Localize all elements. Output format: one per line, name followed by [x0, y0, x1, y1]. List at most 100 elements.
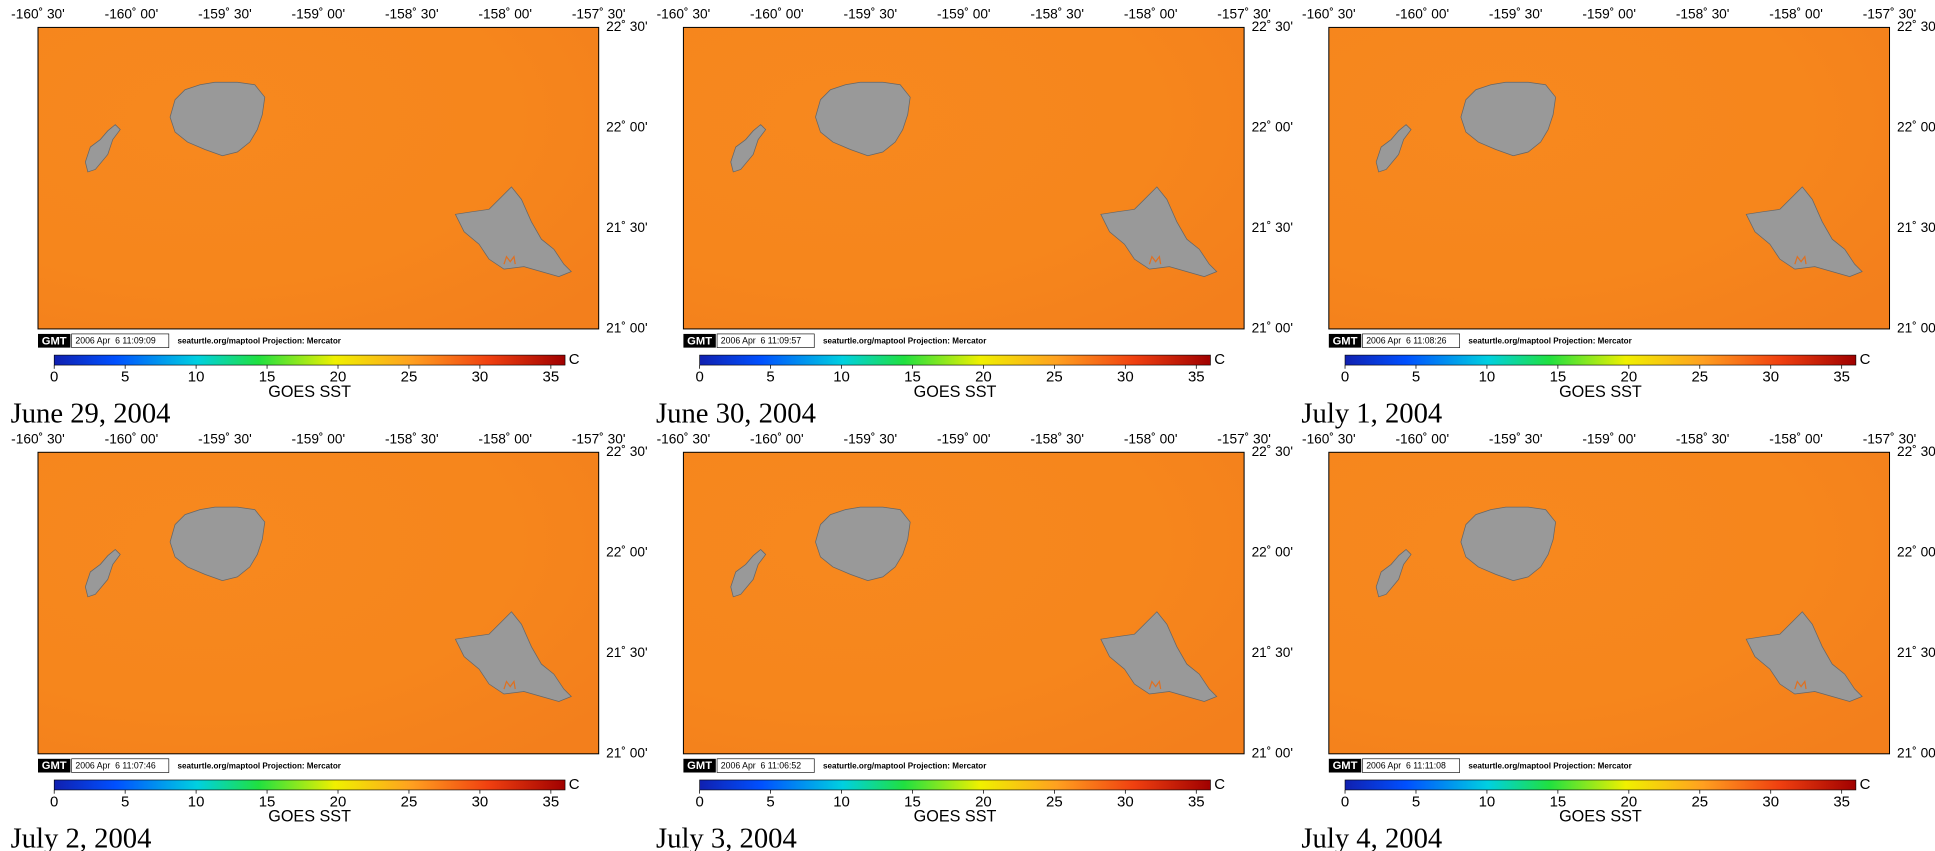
island: [454, 186, 572, 278]
gmt-logo: GMT: [687, 335, 712, 347]
lon-label: -158˚ 00': [1124, 431, 1178, 446]
sea-surface: [682, 451, 1245, 755]
colorbar-tick-label: 10: [188, 793, 205, 810]
colorbar-tick-label: 30: [1117, 793, 1134, 810]
lat-label: 22˚ 30': [606, 444, 647, 459]
colorbar-tick-label: 10: [1479, 793, 1496, 810]
gmt-logo-box: [683, 758, 716, 773]
island: [815, 81, 911, 157]
colorbar-tick-label: 25: [1046, 793, 1063, 810]
map-panel: -160˚ 30' -160˚ 00' -159˚ 30' -159˚ 00' -158…: [11, 7, 648, 430]
lon-label: -158˚ 00': [1124, 7, 1178, 22]
timestamp: 2006 Apr 6 11:06:52: [721, 761, 801, 771]
timestamp-box: [716, 758, 815, 773]
gmt-logo: GMT: [42, 335, 67, 347]
colorbar-unit: C: [569, 776, 580, 793]
colorbar-label: GOES SST: [268, 383, 351, 401]
lon-label: -159˚ 30': [844, 7, 898, 22]
island: [169, 506, 266, 582]
colorbar-tick-label: 20: [330, 793, 347, 810]
lat-label: 22˚ 30': [1252, 444, 1293, 459]
colorbar-tick-label: 0: [50, 368, 58, 385]
sea-surface: [682, 26, 1245, 330]
colorbar: [53, 354, 566, 366]
colorbar-tick-label: 30: [1762, 793, 1779, 810]
colorbar-tick-label: 15: [904, 793, 921, 810]
colorbar-label: GOES SST: [914, 383, 997, 401]
sea-surface: [37, 26, 600, 330]
gmt-logo-box: [1328, 333, 1362, 348]
lon-label: -157˚ 30': [1863, 431, 1917, 446]
lat-label: 21˚ 00': [1252, 746, 1293, 761]
panel-date: July 4, 2004: [1301, 823, 1442, 851]
lat-label: 22˚ 00': [1897, 120, 1935, 135]
lon-label: -159˚ 00': [937, 431, 991, 446]
sea-surface: [1328, 26, 1891, 330]
map-panel: -160˚ 30' -160˚ 00' -159˚ 30' -159˚ 00' -158…: [656, 431, 1293, 851]
credit: seaturtle.org/maptool Projection: Mercat…: [178, 337, 342, 346]
lon-label: -158˚ 00': [478, 431, 532, 446]
timestamp-box: [71, 758, 170, 773]
lat-label: 22˚ 00': [606, 120, 647, 135]
lat-label: 21˚ 00': [1897, 746, 1935, 761]
lat-label: 22˚ 30': [1897, 444, 1935, 459]
colorbar-tick-label: 30: [472, 368, 489, 385]
timestamp-box: [1362, 333, 1460, 348]
colorbar-tick-label: 0: [1341, 793, 1349, 810]
timestamp: 2006 Apr 6 11:11:08: [1366, 761, 1446, 771]
colorbar-tick-label: 5: [121, 793, 129, 810]
gmt-logo: GMT: [687, 760, 712, 772]
island: [815, 506, 911, 582]
lat-label: 21˚ 00': [606, 321, 647, 336]
colorbar-tick-label: 35: [1188, 368, 1205, 385]
colorbar-tick-label: 20: [330, 368, 347, 385]
lon-label: -157˚ 30': [1863, 7, 1917, 22]
lon-label: -159˚ 30': [1489, 431, 1543, 446]
colorbar-tick-label: 0: [1341, 368, 1349, 385]
lon-label: -160˚ 30': [11, 7, 65, 22]
panel-date: July 1, 2004: [1301, 398, 1442, 430]
lon-label: -159˚ 30': [198, 431, 252, 446]
lon-label: -160˚ 00': [105, 431, 159, 446]
timestamp: 2006 Apr 6 11:08:26: [1366, 336, 1446, 346]
lat-label: 22˚ 00': [1252, 544, 1293, 559]
lat-label: 22˚ 00': [606, 544, 647, 559]
colorbar-tick-label: 20: [1621, 793, 1638, 810]
colorbar-label: GOES SST: [268, 808, 351, 826]
colorbar-tick-label: 15: [904, 368, 921, 385]
lon-label: -159˚ 00': [292, 7, 346, 22]
map-panel: -160˚ 30' -160˚ 00' -159˚ 30' -159˚ 00' -158…: [1301, 7, 1935, 430]
island: [730, 124, 767, 173]
lat-label: 22˚ 30': [606, 19, 647, 34]
colorbar-tick-label: 5: [1412, 793, 1420, 810]
colorbar-tick-label: 30: [1762, 368, 1779, 385]
colorbar-tick-label: 5: [766, 368, 774, 385]
harbor: [1794, 255, 1807, 265]
lon-label: -159˚ 00': [1582, 431, 1636, 446]
colorbar-tick-label: 0: [50, 793, 58, 810]
lat-label: 21˚ 30': [1252, 645, 1293, 660]
colorbar-unit: C: [1860, 776, 1871, 793]
lon-label: -160˚ 30': [1302, 431, 1356, 446]
colorbar-tick-label: 15: [259, 793, 276, 810]
lon-label: -159˚ 00': [1582, 7, 1636, 22]
panel-date: June 29, 2004: [11, 398, 171, 430]
lon-label: -159˚ 00': [292, 431, 346, 446]
colorbar-tick-label: 35: [543, 793, 560, 810]
lon-label: -159˚ 30': [198, 7, 252, 22]
lon-label: -157˚ 30': [572, 7, 626, 22]
timestamp: 2006 Apr 6 11:09:57: [721, 336, 801, 346]
harbor: [1148, 680, 1162, 690]
lat-label: 21˚ 30': [1897, 220, 1935, 235]
lon-label: -158˚ 30': [1030, 7, 1084, 22]
lat-label: 22˚ 30': [1252, 19, 1293, 34]
colorbar-tick-label: 25: [401, 793, 418, 810]
island: [1100, 611, 1218, 702]
island: [1460, 81, 1556, 157]
harbor: [1148, 255, 1162, 265]
credit: seaturtle.org/maptool Projection: Mercat…: [178, 761, 342, 770]
lon-label: -157˚ 30': [572, 431, 626, 446]
lat-label: 21˚ 30': [1252, 220, 1293, 235]
colorbar-tick-label: 30: [472, 793, 489, 810]
